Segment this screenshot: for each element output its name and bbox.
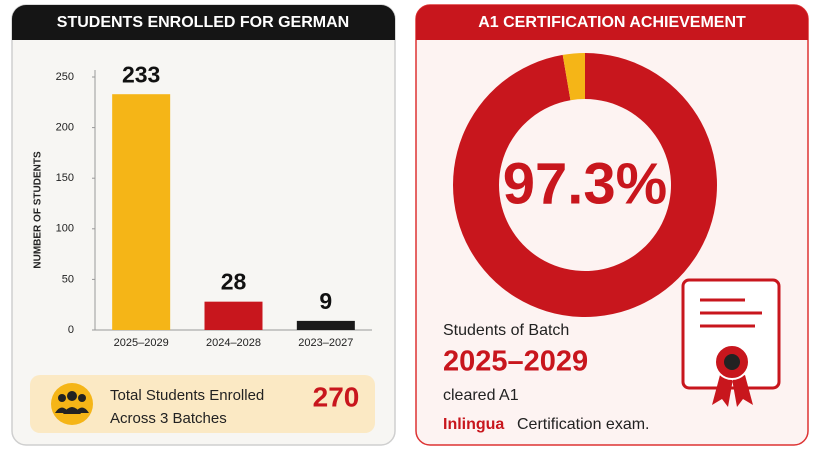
bar [296, 320, 355, 330]
y-tick-label: 250 [56, 71, 74, 83]
y-tick-label: 150 [56, 172, 74, 184]
brand: Inlingua [443, 416, 504, 433]
certificate-icon [681, 278, 781, 407]
note: Students of Batch [443, 322, 569, 339]
note-batch: 2025–2029 [443, 346, 588, 378]
y-axis-label: NUMBER OF STUDENTS [33, 151, 44, 269]
total-label: Across 3 Batches [110, 410, 227, 427]
note: cleared A1 [443, 387, 519, 404]
people-icon [51, 383, 93, 425]
chart-title: STUDENTS ENROLLED FOR GERMAN [57, 14, 349, 31]
chart-title: A1 CERTIFICATION ACHIEVEMENT [478, 14, 746, 31]
donut-segment [453, 53, 718, 317]
panel-header [12, 5, 395, 40]
x-tick-label: 2025–2029 [114, 337, 169, 349]
donut-segment [562, 53, 585, 101]
x-tick-label: 2023–2027 [298, 337, 353, 349]
note: Certification exam. [517, 416, 650, 433]
y-tick-label: 200 [56, 122, 74, 134]
total-label: Total Students Enrolled [110, 387, 264, 404]
value-label: 9 [319, 288, 332, 314]
value-label: 28 [221, 269, 247, 295]
y-tick-label: 100 [56, 223, 74, 235]
center-value-label: 97.3% [503, 151, 667, 216]
bar [204, 301, 263, 330]
x-tick-label: 2024–2028 [206, 337, 261, 349]
total-value: 270 [313, 381, 360, 412]
bar [112, 94, 171, 330]
y-tick-label: 0 [68, 324, 74, 336]
y-tick-label: 50 [62, 273, 74, 285]
value-label: 233 [122, 61, 160, 87]
panel-header [416, 5, 808, 40]
total-box [30, 375, 375, 433]
